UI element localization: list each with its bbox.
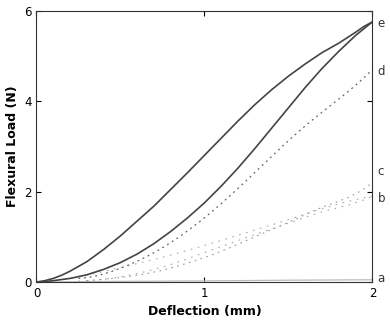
Text: a: a [378, 272, 385, 285]
Text: b: b [378, 192, 385, 205]
Text: d: d [378, 65, 385, 78]
Text: e: e [378, 17, 385, 30]
Y-axis label: Flexural Load (N): Flexural Load (N) [5, 86, 19, 207]
Text: c: c [378, 165, 384, 178]
X-axis label: Deflection (mm): Deflection (mm) [147, 306, 261, 318]
